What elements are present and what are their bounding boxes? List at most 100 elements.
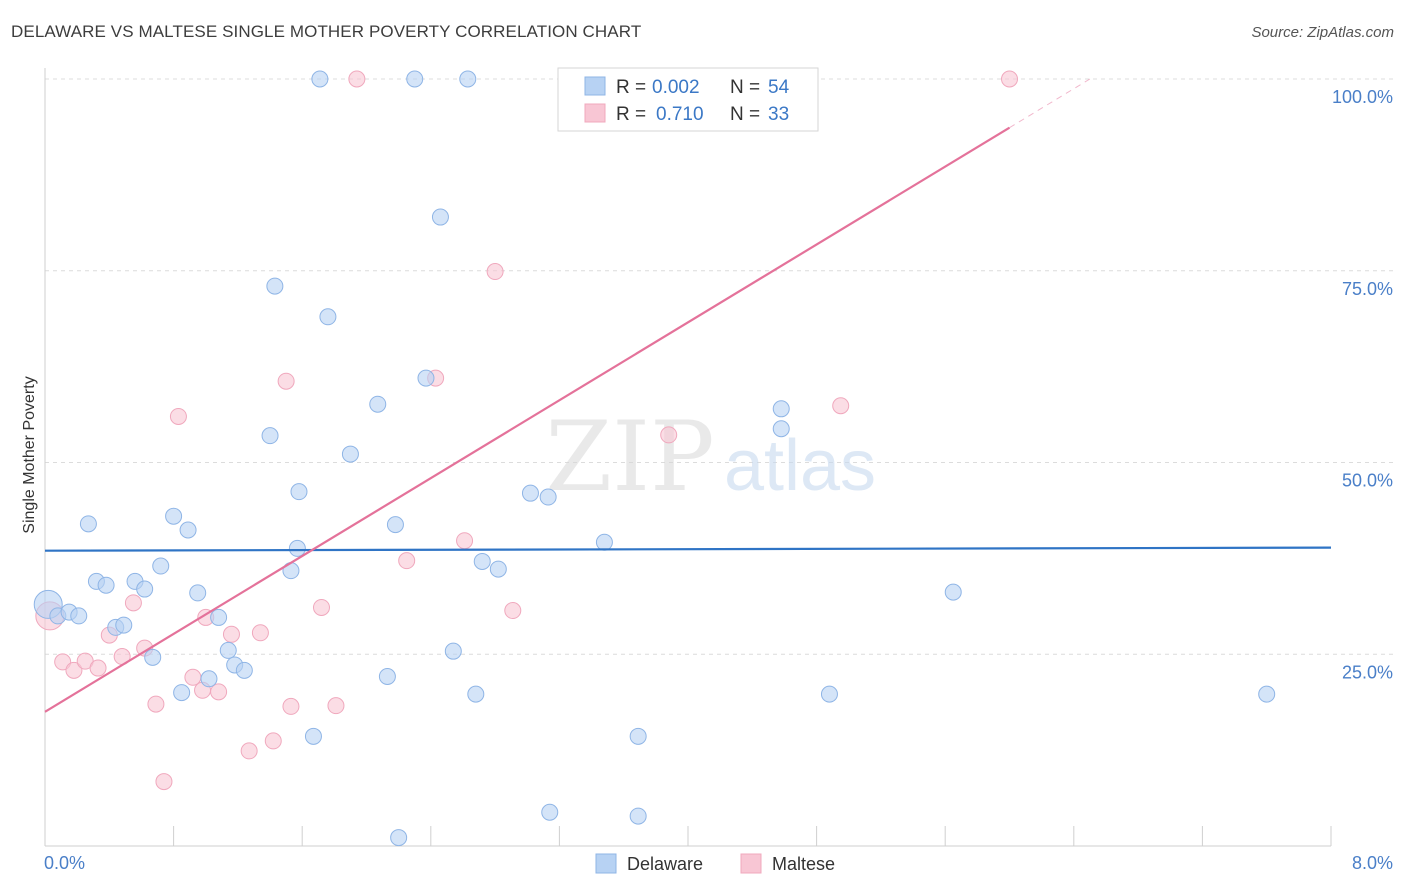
delaware-point <box>444 642 462 660</box>
delaware-point <box>210 608 228 626</box>
maltese-point <box>89 659 107 677</box>
maltese-point <box>504 602 522 620</box>
bottom-legend: Delaware Maltese <box>595 853 835 874</box>
y-tick-label: 25.0% <box>1342 662 1393 682</box>
maltese-point <box>277 372 295 390</box>
delaware-point <box>144 648 162 666</box>
delaware-point <box>115 616 133 634</box>
delaware-point <box>200 670 218 688</box>
delaware-point <box>417 369 435 387</box>
legend-box: R = 0.002 N = 54 R = 0.710 N = 33 <box>557 67 819 132</box>
legend-swatch-maltese <box>584 103 606 123</box>
chart-title: DELAWARE VS MALTESE SINGLE MOTHER POVERT… <box>11 22 642 41</box>
delaware-point <box>541 803 559 821</box>
maltese-point <box>65 661 83 679</box>
maltese-point <box>398 552 416 570</box>
delaware-point <box>772 420 790 438</box>
delaware-point <box>539 488 557 506</box>
maltese-points <box>35 70 1018 791</box>
delaware-point <box>235 661 253 679</box>
delaware-point <box>288 539 306 557</box>
legend-r-value-maltese: 0.710 <box>656 104 704 125</box>
delaware-point <box>304 727 322 745</box>
watermark: ZIP atlas <box>545 401 876 513</box>
y-tick-label: 75.0% <box>1342 279 1393 299</box>
legend-n-value-maltese: 33 <box>768 104 789 125</box>
maltese-point <box>660 426 678 444</box>
delaware-point <box>629 727 647 745</box>
delaware-point <box>944 583 962 601</box>
legend-n-value-delaware: 54 <box>768 77 790 98</box>
delaware-point <box>390 829 408 847</box>
maltese-point <box>327 697 345 715</box>
delaware-point <box>595 533 613 551</box>
maltese-point <box>210 683 228 701</box>
maltese-point <box>147 695 165 713</box>
bottom-legend-maltese: Maltese <box>772 854 835 874</box>
delaware-point <box>378 667 396 685</box>
maltese-point <box>312 598 330 616</box>
legend-n-label-1: N = <box>730 77 760 98</box>
x-tick-label: 8.0% <box>1352 853 1393 873</box>
source-label: Source: ZipAtlas.com <box>1251 24 1394 41</box>
delaware-point <box>341 445 359 463</box>
y-axis-label: Single Mother Poverty <box>21 376 38 533</box>
delaware-point <box>136 580 154 598</box>
delaware-point <box>79 515 97 533</box>
legend-r-label-2: R = <box>616 104 646 125</box>
delaware-point <box>97 576 115 594</box>
maltese-point <box>251 624 269 642</box>
delaware-trend-line <box>44 546 1332 552</box>
legend-r-label-1: R = <box>616 77 646 98</box>
delaware-point <box>467 685 485 703</box>
maltese-point <box>456 532 474 550</box>
delaware-point <box>165 507 183 525</box>
legend-swatch-delaware <box>584 76 606 96</box>
delaware-point <box>386 516 404 534</box>
delaware-point <box>266 277 284 295</box>
x-tick-label: 0.0% <box>44 853 85 873</box>
delaware-point <box>261 427 279 445</box>
delaware-point <box>473 552 491 570</box>
trend-lines <box>44 78 1332 713</box>
maltese-point <box>222 625 240 643</box>
bottom-legend-swatch-maltese <box>740 853 762 874</box>
legend-r-value-delaware: 0.002 <box>652 77 700 98</box>
axes <box>44 68 1332 847</box>
bottom-legend-delaware: Delaware <box>627 854 703 874</box>
bottom-legend-swatch-delaware <box>595 853 617 874</box>
delaware-point <box>521 484 539 502</box>
watermark-atlas: atlas <box>724 426 876 506</box>
gridlines <box>45 78 1395 655</box>
delaware-point <box>70 607 88 625</box>
delaware-point <box>173 684 191 702</box>
legend-n-label-2: N = <box>730 104 760 125</box>
maltese-point <box>54 653 72 671</box>
maltese-trend-extension <box>1009 78 1091 129</box>
delaware-point <box>219 641 237 659</box>
delaware-point <box>431 208 449 226</box>
maltese-point <box>155 773 173 791</box>
delaware-points <box>33 70 1276 847</box>
delaware-point <box>406 70 424 88</box>
delaware-point <box>772 400 790 418</box>
maltese-point <box>832 397 850 415</box>
maltese-point <box>348 70 366 88</box>
delaware-point <box>319 308 337 326</box>
delaware-point <box>820 685 838 703</box>
tick-labels: 25.0% 50.0% 75.0% 100.0% 0.0% 8.0% <box>44 87 1393 873</box>
y-tick-label: 100.0% <box>1332 87 1393 107</box>
delaware-point <box>189 584 207 602</box>
delaware-point <box>629 807 647 825</box>
delaware-point <box>489 560 507 578</box>
y-tick-label: 50.0% <box>1342 471 1393 491</box>
maltese-point <box>282 697 300 715</box>
delaware-point <box>152 557 170 575</box>
delaware-point <box>311 70 329 88</box>
maltese-point <box>169 407 187 425</box>
delaware-point <box>369 395 387 413</box>
delaware-point <box>459 70 477 88</box>
maltese-point <box>264 732 282 750</box>
maltese-point <box>486 263 504 281</box>
